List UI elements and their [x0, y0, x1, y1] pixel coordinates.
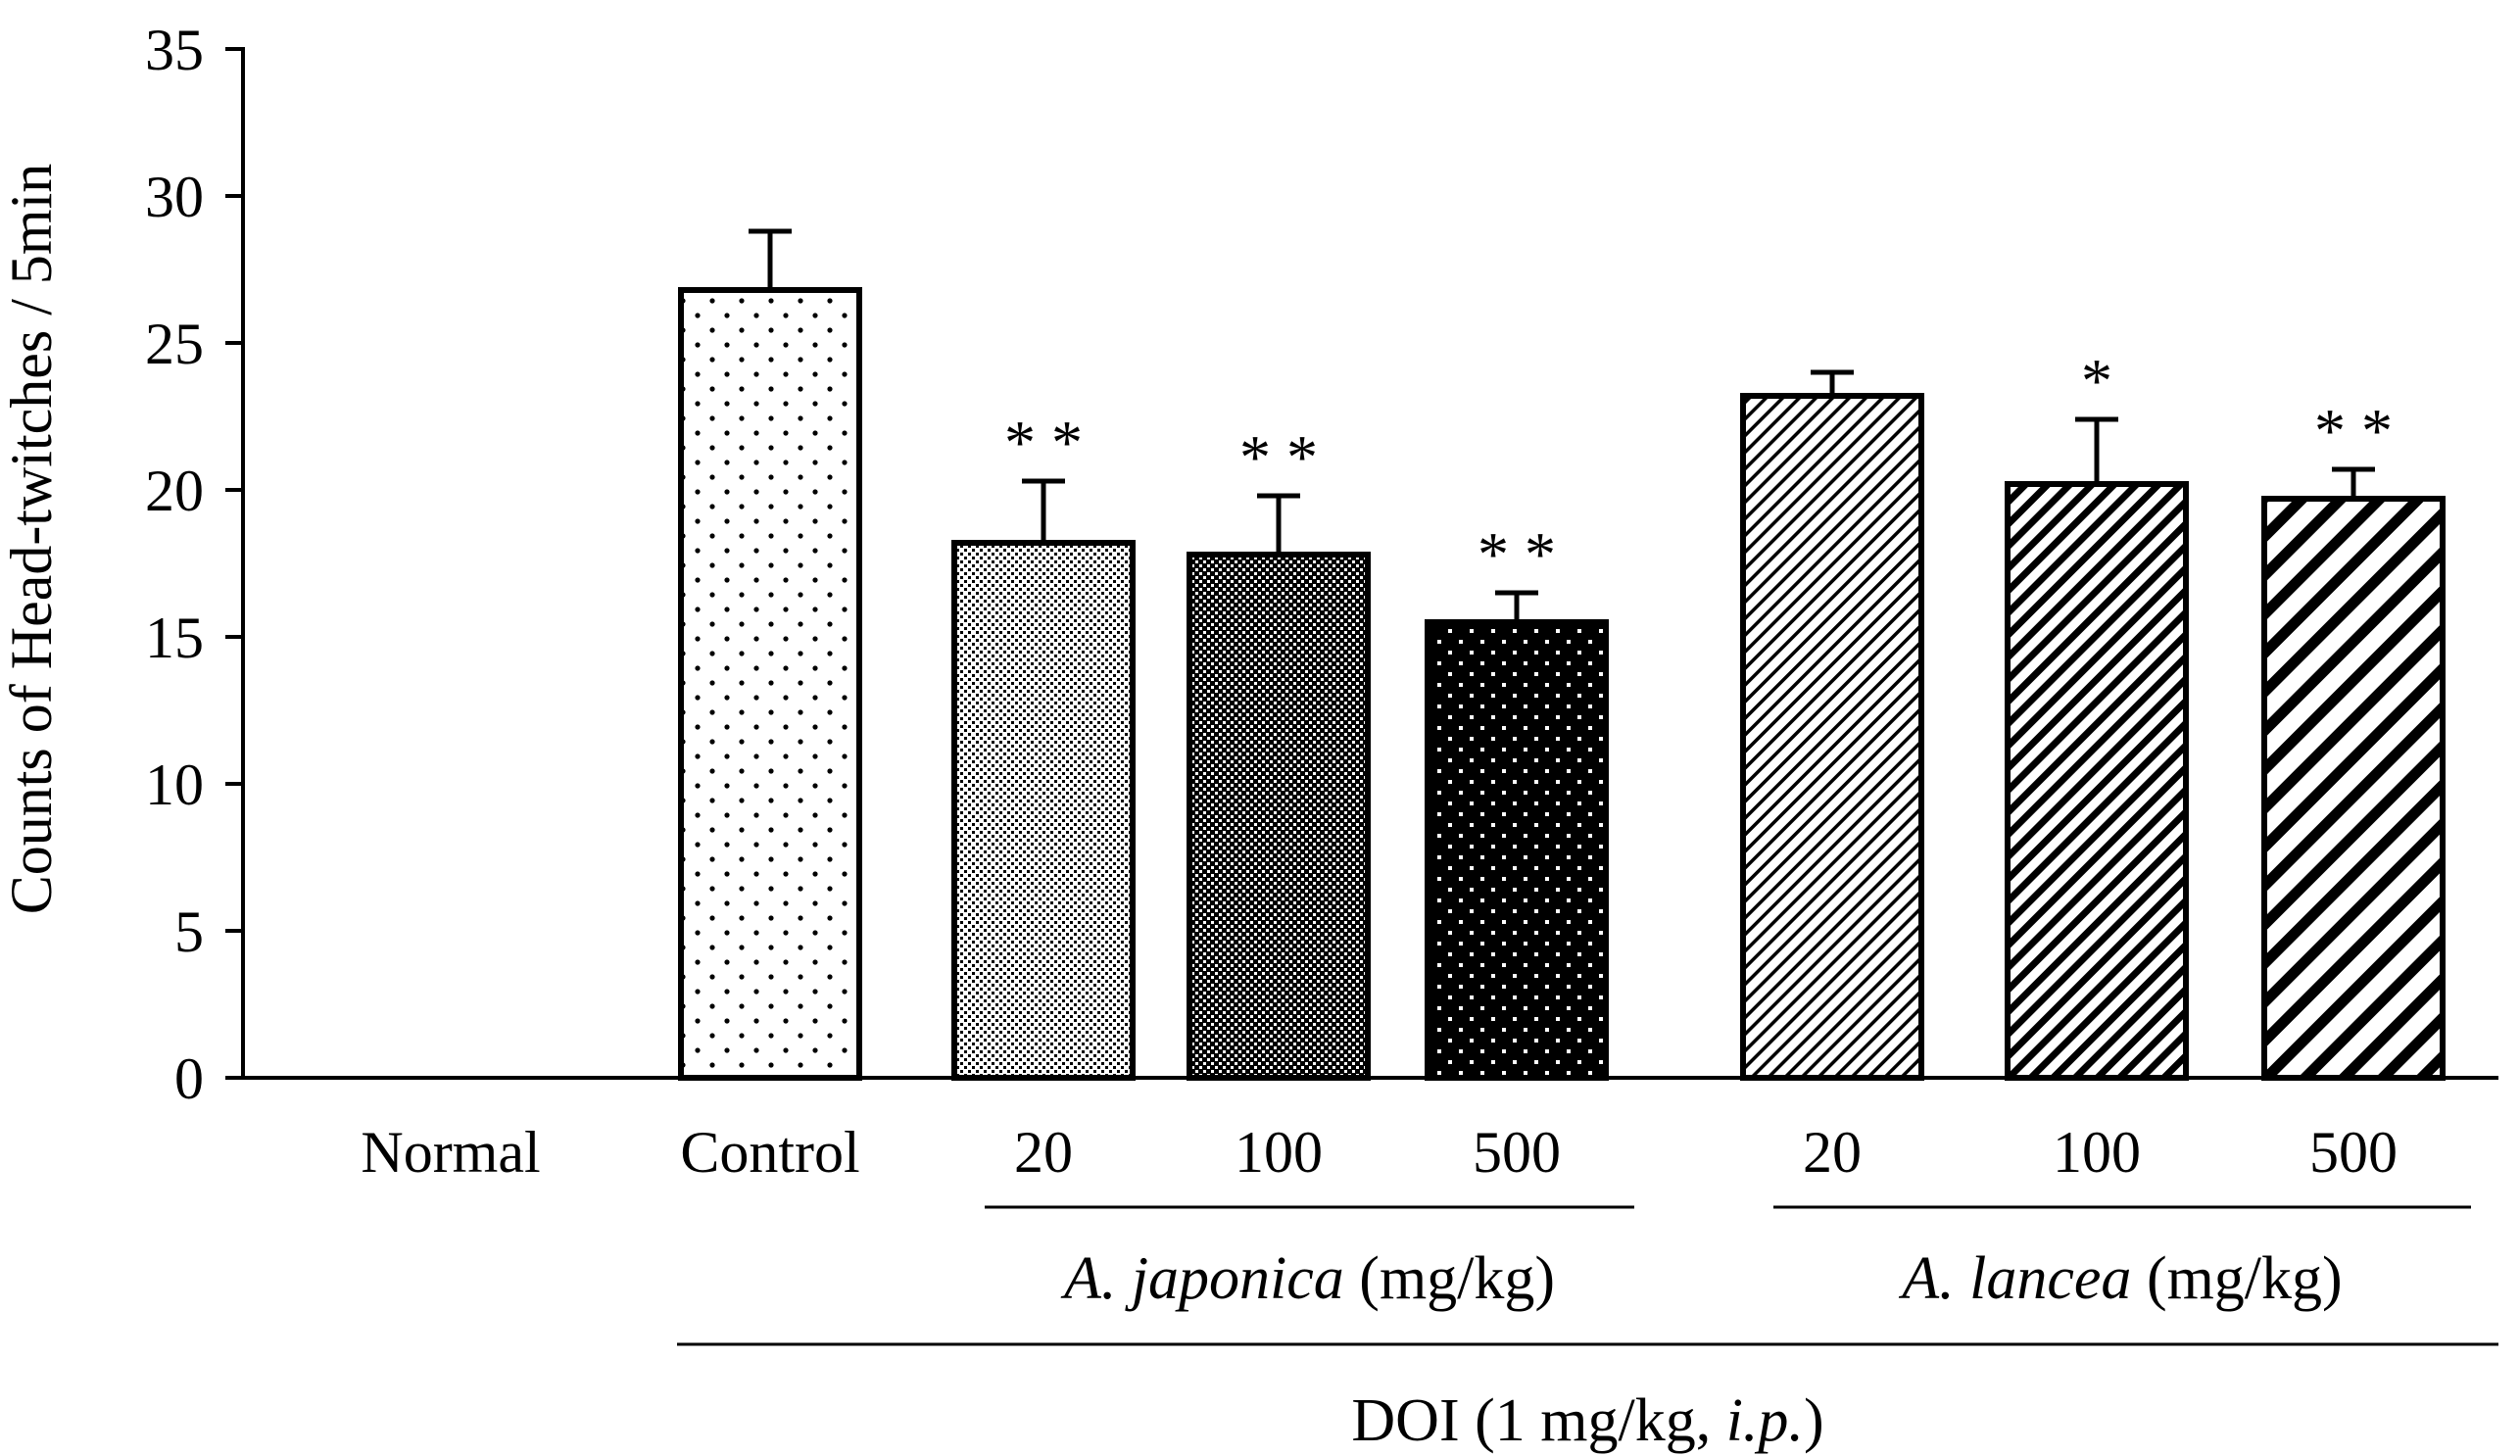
y-tick-label: 0: [174, 1046, 204, 1111]
bar: [2261, 496, 2446, 1081]
category-label: 100: [1235, 1120, 1323, 1185]
group-label-lancea-species: A. lancea: [1898, 1245, 2131, 1312]
treatment-label-doi: DOI (1 mg/kg, i.p.): [1351, 1387, 1823, 1454]
category-labels: Normal Control 20 100 500 20 100 500: [361, 1120, 2398, 1185]
y-axis-ticks: 0 5 10 15 20 25 30 35: [145, 18, 243, 1111]
y-axis-label: Counts of Head-twitches / 5min: [0, 164, 64, 915]
error-bars-layer: [749, 228, 2375, 622]
significance-marker: * *: [1004, 408, 1083, 477]
bar: [1425, 619, 1609, 1081]
category-label: Normal: [361, 1120, 540, 1185]
bar: [1187, 552, 1371, 1081]
category-label: 500: [1473, 1120, 1561, 1185]
significance-layer: * * * * * * * * *: [1004, 346, 2393, 589]
group-label-japonica-species: A. japonica: [1060, 1245, 1344, 1312]
y-tick-label: 15: [145, 606, 204, 670]
bar: [1740, 393, 1924, 1081]
group-label-lancea: A. lancea (mg/kg): [1898, 1245, 2342, 1312]
treatment-label-route: i.p.: [1726, 1387, 1804, 1454]
category-label: Control: [680, 1120, 859, 1185]
y-tick-label: 35: [145, 18, 204, 82]
group-label-japonica: A. japonica (mg/kg): [1060, 1245, 1555, 1312]
category-label: 100: [2053, 1120, 2141, 1185]
bar: [951, 540, 1136, 1081]
bars-layer: [678, 287, 2446, 1081]
significance-marker: *: [2081, 346, 2112, 415]
significance-marker: * *: [1239, 422, 1318, 492]
category-label: 20: [1803, 1120, 1862, 1185]
category-label: 500: [2309, 1120, 2398, 1185]
y-tick-label: 10: [145, 752, 204, 817]
group-label-lancea-unit: (mg/kg): [2131, 1245, 2342, 1312]
y-tick-label: 30: [145, 165, 204, 229]
treatment-label-suffix: ): [1804, 1387, 1824, 1454]
category-label: 20: [1014, 1120, 1073, 1185]
bar: [2005, 481, 2189, 1081]
significance-marker: * *: [2314, 396, 2393, 465]
significance-marker: * *: [1478, 519, 1556, 589]
y-tick-label: 20: [145, 459, 204, 523]
y-tick-label: 5: [174, 899, 204, 964]
group-label-japonica-unit: (mg/kg): [1344, 1245, 1555, 1312]
y-tick-label: 25: [145, 312, 204, 376]
bar: [678, 287, 862, 1081]
treatment-label-prefix: DOI (1 mg/kg,: [1351, 1387, 1725, 1454]
